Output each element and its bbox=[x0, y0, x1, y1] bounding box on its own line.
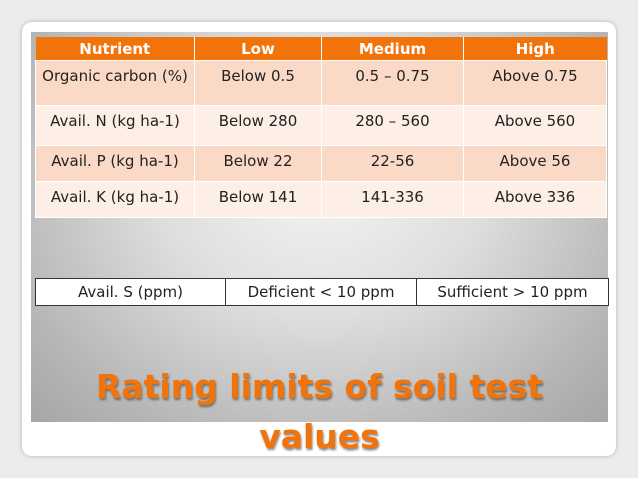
nutrient-cell: Avail. P (kg ha-1) bbox=[35, 145, 195, 182]
table-row: Organic carbon (%) Below 0.5 0.5 – 0.75 … bbox=[35, 60, 607, 106]
table-header-row: Nutrient Low Medium High bbox=[35, 37, 607, 61]
header-low: Low bbox=[194, 37, 322, 61]
header-medium: Medium bbox=[321, 37, 464, 61]
sulfur-deficient-cell: Deficient < 10 ppm bbox=[225, 278, 417, 306]
nutrient-cell: Avail. N (kg ha-1) bbox=[35, 105, 195, 146]
header-nutrient: Nutrient bbox=[35, 37, 195, 61]
high-cell: Above 56 bbox=[463, 145, 607, 182]
table-row: Avail. K (kg ha-1) Below 141 141-336 Abo… bbox=[35, 181, 607, 218]
slide-title: Rating limits of soil test values bbox=[95, 367, 544, 456]
table-row: Avail. S (ppm) Deficient < 10 ppm Suffic… bbox=[35, 278, 609, 306]
nutrient-cell: Organic carbon (%) bbox=[35, 60, 195, 106]
low-cell: Below 0.5 bbox=[194, 60, 322, 106]
table-row: Avail. P (kg ha-1) Below 22 22-56 Above … bbox=[35, 145, 607, 182]
rating-table: Nutrient Low Medium High Organic carbon … bbox=[35, 37, 607, 218]
low-cell: Below 22 bbox=[194, 145, 322, 182]
high-cell: Above 560 bbox=[463, 105, 607, 146]
sulfur-nutrient-cell: Avail. S (ppm) bbox=[35, 278, 226, 306]
header-high: High bbox=[463, 37, 607, 61]
medium-cell: 141-336 bbox=[321, 181, 464, 218]
sulfur-sufficient-cell: Sufficient > 10 ppm bbox=[416, 278, 609, 306]
medium-cell: 22-56 bbox=[321, 145, 464, 182]
table-row: Avail. N (kg ha-1) Below 280 280 – 560 A… bbox=[35, 105, 607, 146]
low-cell: Below 280 bbox=[194, 105, 322, 146]
medium-cell: 0.5 – 0.75 bbox=[321, 60, 464, 106]
sulfur-table: Avail. S (ppm) Deficient < 10 ppm Suffic… bbox=[35, 278, 609, 306]
medium-cell: 280 – 560 bbox=[321, 105, 464, 146]
nutrient-cell: Avail. K (kg ha-1) bbox=[35, 181, 195, 218]
low-cell: Below 141 bbox=[194, 181, 322, 218]
high-cell: Above 0.75 bbox=[463, 60, 607, 106]
high-cell: Above 336 bbox=[463, 181, 607, 218]
